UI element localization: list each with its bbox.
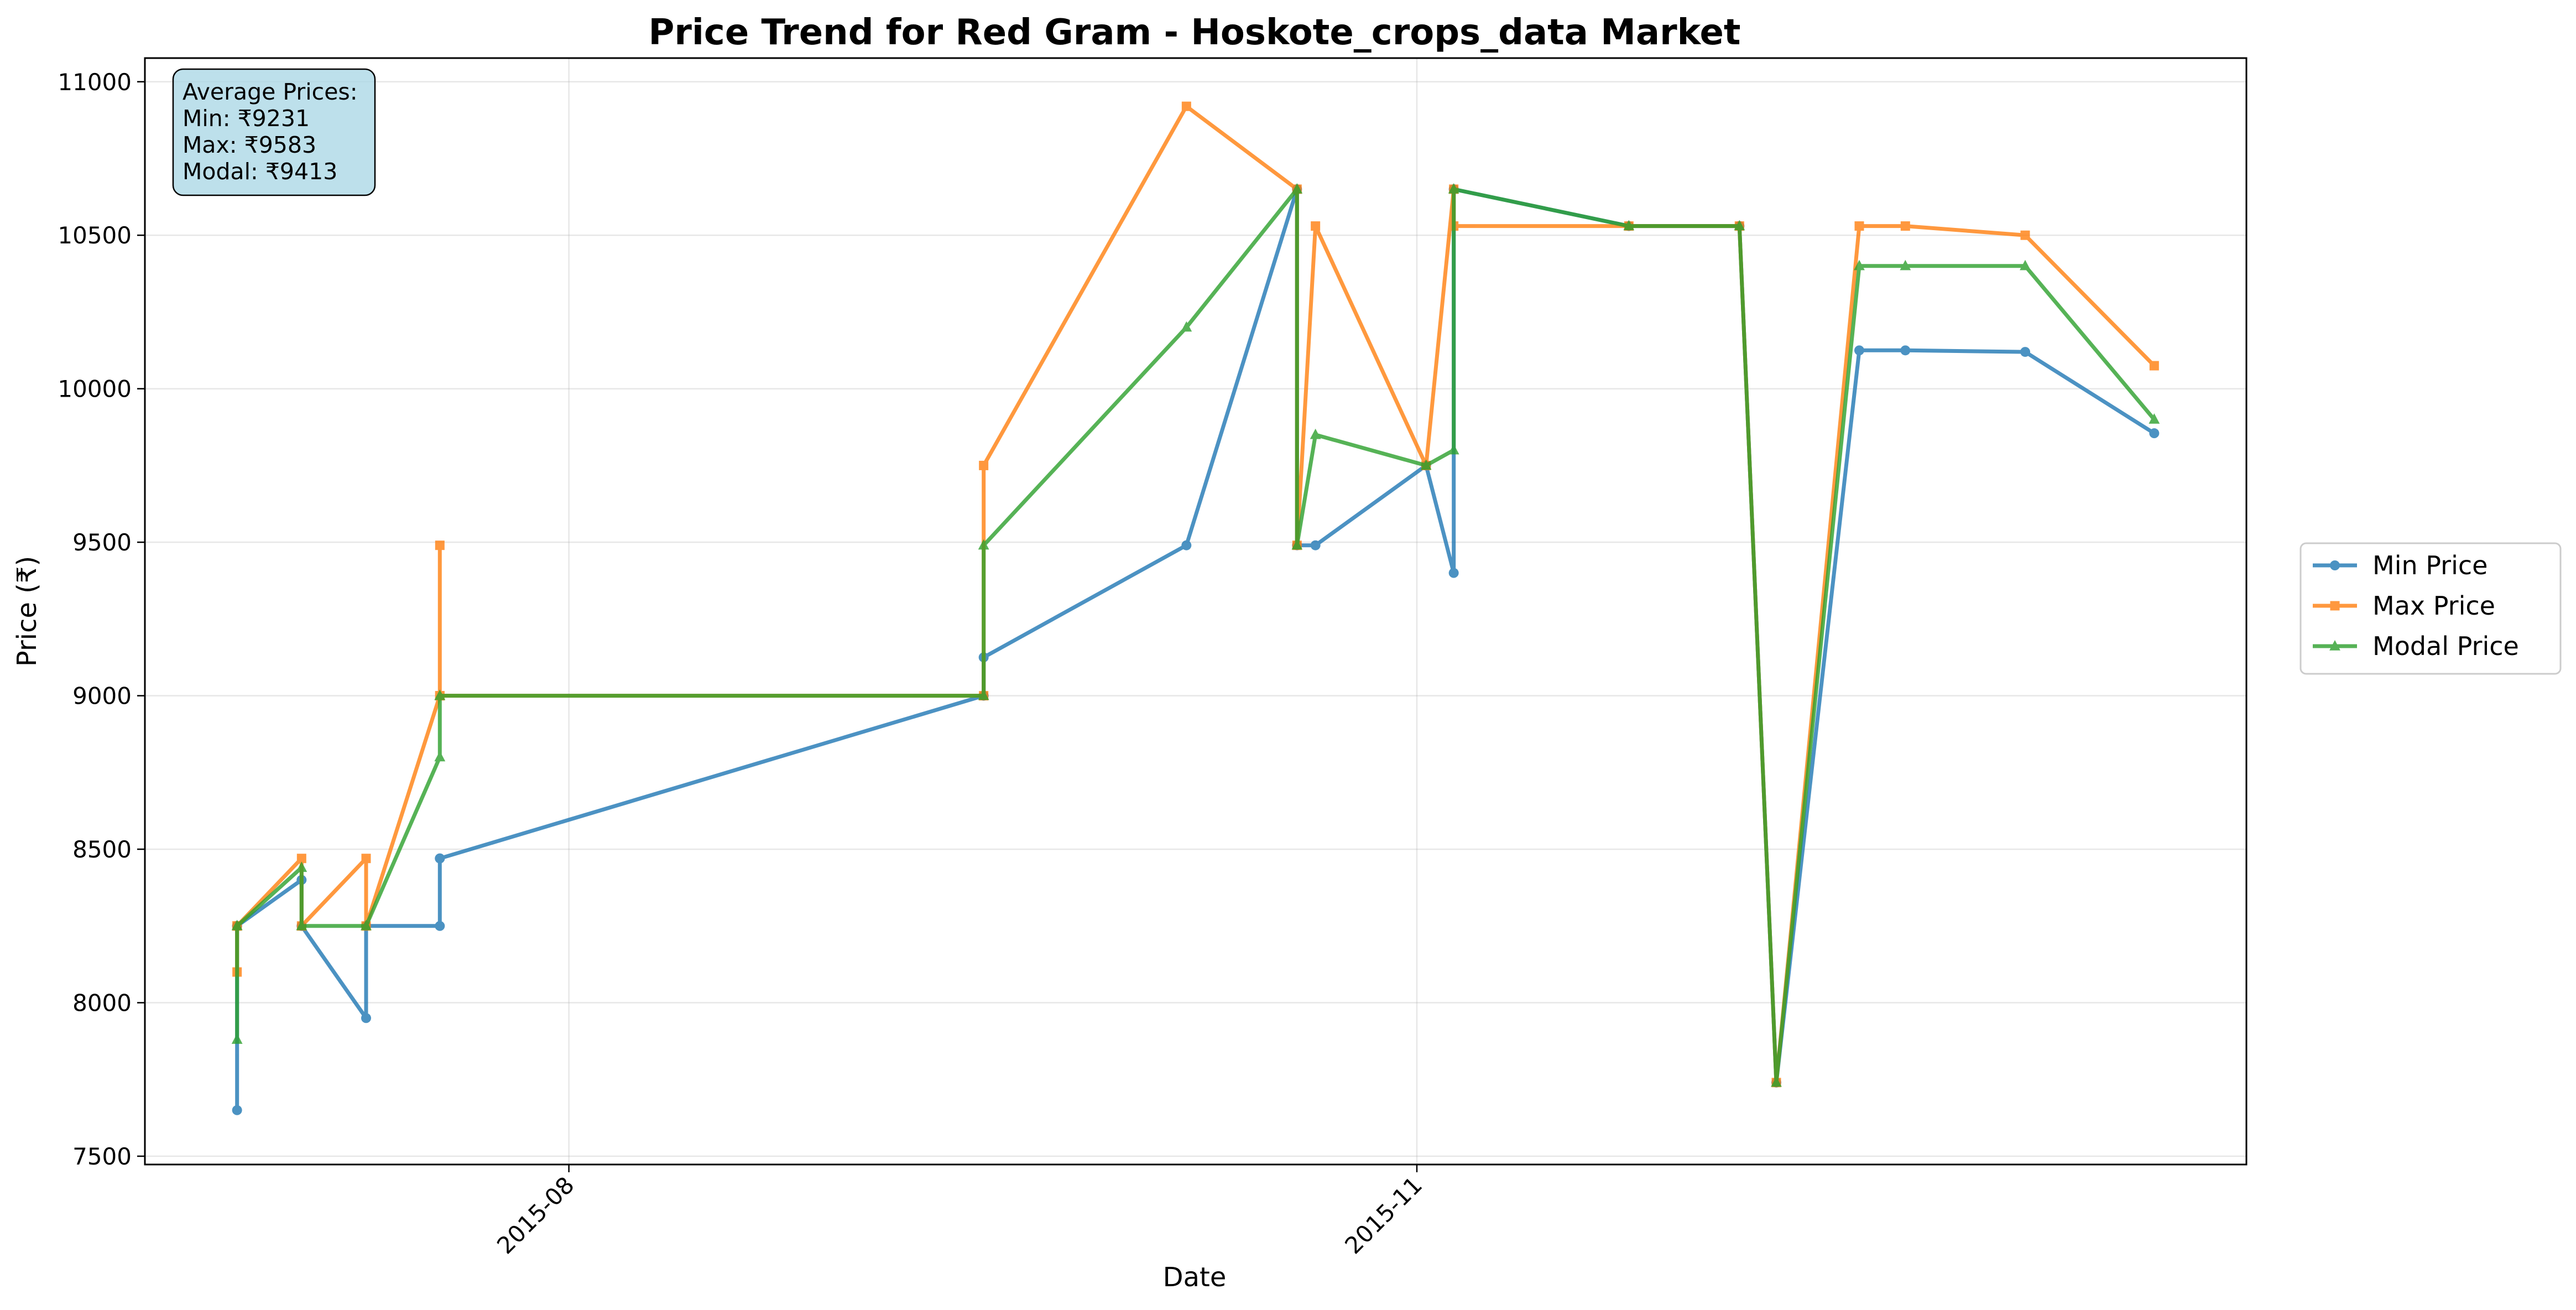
legend-marker-max-price xyxy=(2330,601,2340,611)
modal-price-point xyxy=(1291,183,1303,194)
stats-line-max: Max: ₹9583 xyxy=(182,132,316,158)
legend-label-min-price: Min Price xyxy=(2372,550,2488,580)
legend-swatch-min-price xyxy=(2313,560,2357,570)
min-price-point xyxy=(1448,568,1459,578)
y-axis-title: Price (₹) xyxy=(12,556,43,667)
max-price-point xyxy=(296,854,306,864)
plot-frame xyxy=(144,57,2248,1166)
modal-price-point xyxy=(2020,259,2031,271)
y-tick-label: 8500 xyxy=(72,836,132,863)
modal-price-point xyxy=(434,751,446,762)
max-price-point xyxy=(1311,221,1321,231)
max-price-point xyxy=(2149,361,2159,371)
max-price-point xyxy=(1854,221,1864,231)
y-tick-label: 9000 xyxy=(72,683,132,710)
modal-price-point xyxy=(231,919,243,930)
min-price-point xyxy=(1900,345,1911,356)
modal-price-point xyxy=(1623,220,1635,231)
modal-price-point xyxy=(1734,220,1745,231)
max-price-point xyxy=(361,854,371,864)
modal-price-point xyxy=(1900,259,1911,271)
min-price-point xyxy=(435,921,445,931)
max-price-point xyxy=(979,460,989,470)
min-price-point xyxy=(1181,540,1192,550)
max-price-point xyxy=(2020,230,2030,240)
y-tick-label: 8000 xyxy=(72,990,132,1017)
modal-price-series xyxy=(231,183,2160,1087)
min-price-point xyxy=(2020,347,2030,357)
stats-box-background xyxy=(172,68,376,196)
y-axis-ticks: 7500 8000 8500 9000 9500 10000 10500 11000 xyxy=(58,69,145,1170)
y-tick-label: 10500 xyxy=(58,222,132,249)
legend: Min Price Max Price Modal Price xyxy=(2299,542,2562,675)
modal-price-point xyxy=(1448,444,1459,455)
x-axis-title: Date xyxy=(1163,1262,1227,1293)
modal-price-point xyxy=(434,689,446,700)
modal-price-point xyxy=(296,861,307,872)
plot-series xyxy=(231,101,2160,1115)
min-price-point xyxy=(1310,540,1321,550)
modal-price-point xyxy=(978,689,989,700)
legend-label-max-price: Max Price xyxy=(2372,591,2495,621)
modal-price-point xyxy=(1854,259,1865,271)
legend-marker-min-price xyxy=(2330,560,2340,570)
max-price-point xyxy=(1900,221,1910,231)
stats-line-modal: Modal: ₹9413 xyxy=(182,158,337,185)
max-price-point xyxy=(1181,101,1191,111)
legend-swatch-max-price xyxy=(2313,601,2357,611)
legend-swatch-modal-price xyxy=(2313,640,2357,651)
modal-price-point xyxy=(2149,413,2160,424)
modal-price-point xyxy=(1771,1076,1782,1087)
y-tick-label: 11000 xyxy=(58,69,132,96)
min-price-point xyxy=(232,1105,242,1115)
modal-price-point xyxy=(231,1033,243,1044)
modal-price-point xyxy=(1310,428,1321,439)
chart-title: Price Trend for Red Gram - Hoskote_crops… xyxy=(649,12,1741,53)
stats-box: Average Prices: Min: ₹9231 Max: ₹9583 Mo… xyxy=(172,68,376,196)
modal-price-point xyxy=(361,919,372,930)
modal-price-point xyxy=(978,539,989,550)
min-price-point xyxy=(361,1013,371,1023)
min-price-point xyxy=(1854,345,1864,356)
legend-label-modal-price: Modal Price xyxy=(2372,631,2519,661)
modal-price-point xyxy=(296,919,307,930)
y-tick-label: 7500 xyxy=(72,1143,132,1170)
max-price-point xyxy=(435,540,445,550)
stats-line-min: Min: ₹9231 xyxy=(182,105,310,132)
min-price-point xyxy=(2149,428,2160,439)
min-price-point xyxy=(435,853,445,864)
modal-price-point xyxy=(1291,539,1303,550)
legend-box xyxy=(2299,542,2562,675)
stats-box-title: Average Prices: xyxy=(182,79,358,105)
modal-price-point xyxy=(1181,321,1192,332)
modal-price-point xyxy=(1420,459,1432,470)
modal-price-point xyxy=(1448,183,1459,194)
y-tick-label: 9500 xyxy=(72,529,132,556)
legend-marker-modal-price xyxy=(2329,640,2340,651)
y-tick-label: 10000 xyxy=(58,376,132,403)
